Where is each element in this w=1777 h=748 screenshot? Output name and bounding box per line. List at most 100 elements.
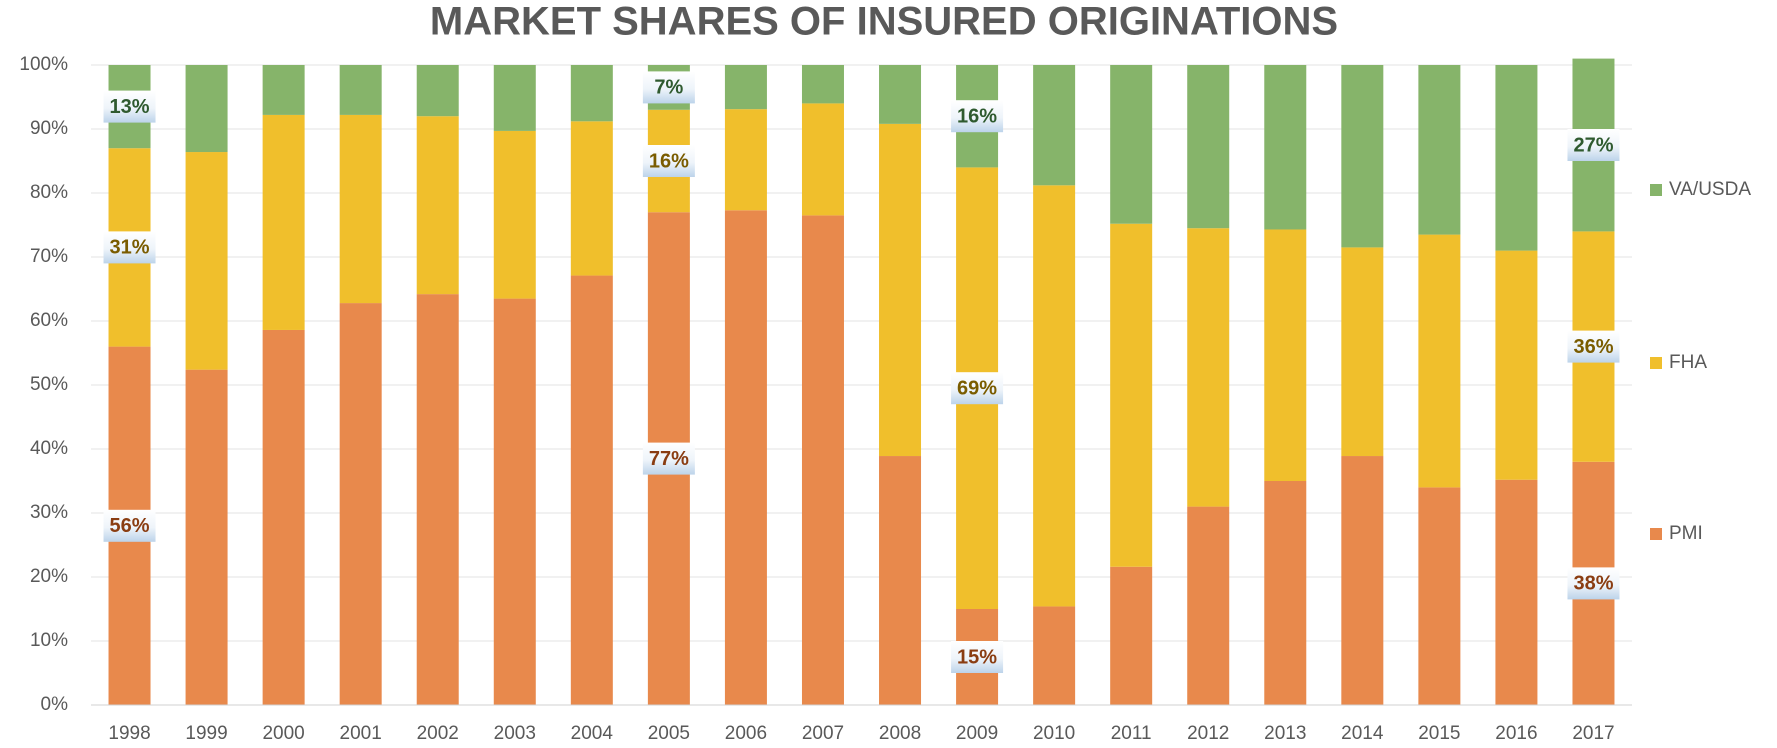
value-label: 36% [1573, 336, 1613, 358]
bar-segment [185, 152, 228, 370]
bar-segment [570, 275, 613, 705]
bar-segment [1341, 456, 1384, 705]
x-tick-label: 2007 [802, 723, 844, 744]
bar-segment [1187, 506, 1230, 705]
bar-segment [1033, 185, 1076, 607]
value-label: 16% [957, 105, 997, 127]
bar-segment [1264, 481, 1307, 705]
bar-segment [416, 65, 459, 117]
value-label: 15% [957, 646, 997, 668]
bar-segment [1187, 65, 1230, 229]
legend-label: VA/USDA [1669, 179, 1751, 200]
bar-segment [570, 65, 613, 122]
legend-label: PMI [1669, 523, 1703, 544]
x-tick-label: 2015 [1418, 723, 1460, 744]
bar-segment [1495, 250, 1538, 480]
bar-segment [416, 294, 459, 705]
bar-segment [724, 109, 767, 211]
x-tick-label: 2013 [1264, 723, 1306, 744]
value-label-box [103, 509, 156, 542]
x-tick-label: 2002 [417, 723, 459, 744]
y-tick-label: 100% [19, 54, 68, 75]
x-tick-label: 2000 [262, 723, 304, 744]
bar-segment [724, 210, 767, 705]
legend-swatch [1650, 528, 1662, 540]
value-label-box [951, 100, 1004, 133]
bar-segment [724, 65, 767, 110]
bar-segment [262, 65, 305, 115]
value-label-box [103, 90, 156, 123]
bar-segment [879, 65, 922, 124]
x-tick-label: 2005 [648, 723, 690, 744]
y-tick-label: 80% [30, 182, 68, 203]
y-tick-label: 60% [30, 310, 68, 331]
y-tick-label: 20% [30, 566, 68, 587]
x-tick-label: 2010 [1033, 723, 1075, 744]
bar-segment [493, 130, 536, 299]
bar-segment [879, 123, 922, 457]
x-tick-label: 1998 [108, 723, 150, 744]
x-tick-label: 2009 [956, 723, 998, 744]
value-label: 38% [1573, 573, 1613, 595]
legend-swatch [1650, 184, 1662, 196]
value-label: 27% [1573, 134, 1613, 156]
value-label-box [642, 71, 695, 104]
x-tick-label: 2014 [1341, 723, 1384, 744]
x-tick-label: 1999 [185, 723, 227, 744]
bar-segment [1033, 65, 1076, 186]
bar-segment [262, 329, 305, 705]
bar-segment [801, 215, 844, 705]
bar-segment [1110, 65, 1153, 224]
y-tick-label: 30% [30, 502, 68, 523]
value-label: 77% [649, 448, 689, 470]
y-tick-label: 10% [30, 630, 68, 651]
bar-segment [339, 114, 382, 304]
bar-segment [185, 369, 228, 705]
bar-segment [1418, 234, 1461, 488]
x-tick-label: 2001 [340, 723, 382, 744]
value-label: 56% [110, 515, 150, 537]
bar-segment [1341, 65, 1384, 248]
bar-segment [1033, 606, 1076, 705]
bar-segment [1495, 479, 1538, 705]
x-tick-label: 2003 [494, 723, 536, 744]
bar-segment [262, 114, 305, 330]
value-label-box [1567, 567, 1620, 600]
y-tick-label: 90% [30, 118, 68, 139]
bar-segment [879, 456, 922, 705]
bar-segment [339, 303, 382, 705]
value-label: 7% [654, 77, 683, 99]
bar-segment [1495, 65, 1538, 251]
bar-segment [570, 121, 613, 276]
value-label-box [1567, 129, 1620, 161]
value-label-box [951, 641, 1004, 673]
bar-segment [801, 103, 844, 216]
bar-segment [1418, 487, 1461, 705]
bar-segment [801, 65, 844, 104]
bar-segment [493, 65, 536, 131]
bar-segment [1187, 228, 1230, 507]
y-tick-label: 50% [30, 374, 68, 395]
x-tick-label: 2008 [879, 723, 921, 744]
bar-segment [1264, 229, 1307, 481]
value-label: 16% [649, 150, 689, 172]
y-tick-label: 0% [41, 694, 69, 715]
legend-swatch [1650, 357, 1662, 369]
value-label: 13% [110, 96, 150, 118]
value-label: 69% [957, 377, 997, 399]
value-label-box [1567, 330, 1620, 363]
chart-title: MARKET SHARES OF INSURED ORIGINATIONS [430, 0, 1338, 44]
y-tick-label: 70% [30, 246, 68, 267]
value-label-box [951, 372, 1004, 405]
bar-segment [1110, 223, 1153, 567]
x-tick-label: 2017 [1572, 723, 1614, 744]
bar-segment [1264, 65, 1307, 230]
value-label-box [642, 442, 695, 475]
value-label: 31% [110, 237, 150, 259]
x-tick-label: 2016 [1495, 723, 1537, 744]
x-tick-label: 2011 [1111, 723, 1152, 744]
bar-segment [339, 65, 382, 115]
bar-segment [416, 116, 459, 295]
x-tick-label: 2004 [571, 723, 614, 744]
